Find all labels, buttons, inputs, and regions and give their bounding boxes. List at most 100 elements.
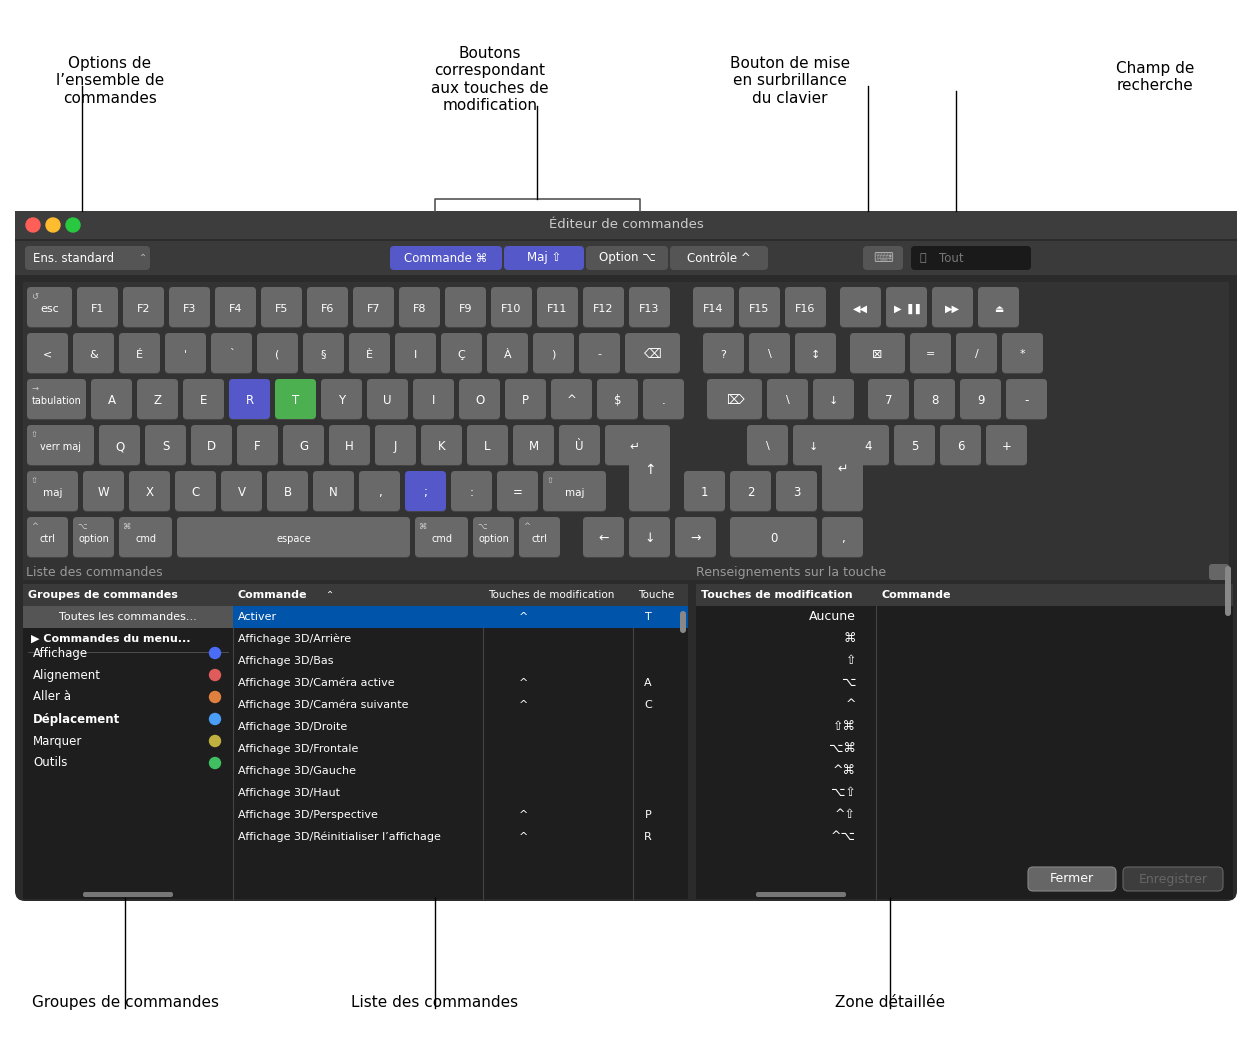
FancyBboxPatch shape xyxy=(583,517,624,558)
Text: C: C xyxy=(192,486,199,499)
Text: ,: , xyxy=(377,486,381,499)
FancyBboxPatch shape xyxy=(83,892,173,897)
Text: Déplacement: Déplacement xyxy=(33,713,120,725)
Text: ^: ^ xyxy=(519,612,528,622)
Text: $: $ xyxy=(614,394,621,407)
FancyBboxPatch shape xyxy=(177,517,410,558)
FancyBboxPatch shape xyxy=(848,425,888,466)
Text: Affichage 3D/Bas: Affichage 3D/Bas xyxy=(238,656,333,666)
Text: ⌥: ⌥ xyxy=(477,522,486,531)
Text: ,: , xyxy=(841,532,845,545)
Text: +: + xyxy=(1001,440,1011,453)
FancyBboxPatch shape xyxy=(229,379,269,420)
Text: Enregistrer: Enregistrer xyxy=(1139,872,1208,886)
FancyBboxPatch shape xyxy=(1002,333,1042,373)
FancyBboxPatch shape xyxy=(25,246,150,270)
FancyBboxPatch shape xyxy=(629,517,670,557)
Text: &: & xyxy=(89,350,98,359)
FancyBboxPatch shape xyxy=(451,471,492,511)
Circle shape xyxy=(209,735,221,747)
FancyBboxPatch shape xyxy=(421,425,462,465)
FancyBboxPatch shape xyxy=(512,425,554,466)
FancyBboxPatch shape xyxy=(822,517,863,558)
Text: ⇧⌘: ⇧⌘ xyxy=(833,720,856,734)
FancyBboxPatch shape xyxy=(237,425,278,466)
FancyBboxPatch shape xyxy=(76,287,118,327)
Text: Z: Z xyxy=(154,394,162,407)
Text: ⌦: ⌦ xyxy=(725,394,743,407)
Text: Tout: Tout xyxy=(938,251,964,264)
Text: →: → xyxy=(31,384,38,393)
FancyBboxPatch shape xyxy=(533,333,574,373)
Text: ▶▶: ▶▶ xyxy=(945,303,960,314)
Text: Affichage 3D/Réinitialiser l’affichage: Affichage 3D/Réinitialiser l’affichage xyxy=(238,832,441,843)
FancyBboxPatch shape xyxy=(472,517,514,558)
Circle shape xyxy=(209,647,221,659)
FancyBboxPatch shape xyxy=(129,471,170,512)
FancyBboxPatch shape xyxy=(267,471,308,511)
Text: 3: 3 xyxy=(793,486,801,499)
FancyBboxPatch shape xyxy=(848,425,888,465)
FancyBboxPatch shape xyxy=(1123,867,1223,891)
Text: esc: esc xyxy=(40,303,59,314)
Text: I: I xyxy=(413,350,417,359)
FancyBboxPatch shape xyxy=(840,287,881,328)
FancyBboxPatch shape xyxy=(350,333,390,373)
FancyBboxPatch shape xyxy=(83,471,124,512)
Text: U: U xyxy=(383,394,392,407)
FancyBboxPatch shape xyxy=(390,246,502,270)
FancyBboxPatch shape xyxy=(986,425,1027,466)
FancyBboxPatch shape xyxy=(850,333,905,373)
FancyBboxPatch shape xyxy=(596,379,638,420)
FancyBboxPatch shape xyxy=(353,287,393,327)
Text: Activer: Activer xyxy=(238,612,277,622)
FancyBboxPatch shape xyxy=(274,379,316,419)
Text: option: option xyxy=(78,533,109,544)
FancyBboxPatch shape xyxy=(533,333,574,374)
Text: Groupes de commandes: Groupes de commandes xyxy=(28,590,178,600)
Text: Champ de
recherche: Champ de recherche xyxy=(1116,61,1194,93)
FancyBboxPatch shape xyxy=(675,517,715,557)
Text: Commande: Commande xyxy=(881,590,951,600)
FancyBboxPatch shape xyxy=(1002,333,1042,374)
Text: N: N xyxy=(330,486,338,499)
Text: maj: maj xyxy=(43,488,63,497)
FancyBboxPatch shape xyxy=(91,379,132,420)
Text: R: R xyxy=(246,394,253,407)
Text: \: \ xyxy=(766,441,769,452)
FancyBboxPatch shape xyxy=(940,425,981,465)
Text: G: G xyxy=(299,440,308,453)
FancyBboxPatch shape xyxy=(28,333,68,373)
FancyBboxPatch shape xyxy=(307,287,348,327)
Circle shape xyxy=(26,218,40,232)
FancyBboxPatch shape xyxy=(28,517,68,557)
FancyBboxPatch shape xyxy=(459,379,500,419)
FancyBboxPatch shape xyxy=(850,333,905,374)
FancyBboxPatch shape xyxy=(360,471,400,512)
Text: Aucune: Aucune xyxy=(809,610,856,623)
FancyBboxPatch shape xyxy=(863,246,903,270)
FancyBboxPatch shape xyxy=(91,379,132,419)
FancyBboxPatch shape xyxy=(497,471,538,511)
Text: K: K xyxy=(437,440,445,453)
Text: §: § xyxy=(321,350,326,359)
FancyBboxPatch shape xyxy=(551,379,591,420)
FancyBboxPatch shape xyxy=(190,425,232,466)
Text: cmd: cmd xyxy=(135,533,157,544)
FancyBboxPatch shape xyxy=(367,379,408,420)
FancyBboxPatch shape xyxy=(395,333,436,373)
Text: Affichage 3D/Haut: Affichage 3D/Haut xyxy=(238,788,340,798)
Text: 6: 6 xyxy=(957,440,965,453)
FancyBboxPatch shape xyxy=(767,379,808,419)
FancyBboxPatch shape xyxy=(321,379,362,419)
FancyBboxPatch shape xyxy=(822,425,863,512)
Text: 8: 8 xyxy=(931,394,938,407)
Text: Options de
l’ensemble de
commandes: Options de l’ensemble de commandes xyxy=(56,56,164,106)
FancyBboxPatch shape xyxy=(596,379,638,419)
Text: ⌫: ⌫ xyxy=(644,348,662,361)
FancyBboxPatch shape xyxy=(893,425,935,466)
FancyBboxPatch shape xyxy=(261,287,302,327)
FancyBboxPatch shape xyxy=(303,333,345,374)
Text: ctrl: ctrl xyxy=(40,533,55,544)
Text: È: È xyxy=(366,350,373,359)
